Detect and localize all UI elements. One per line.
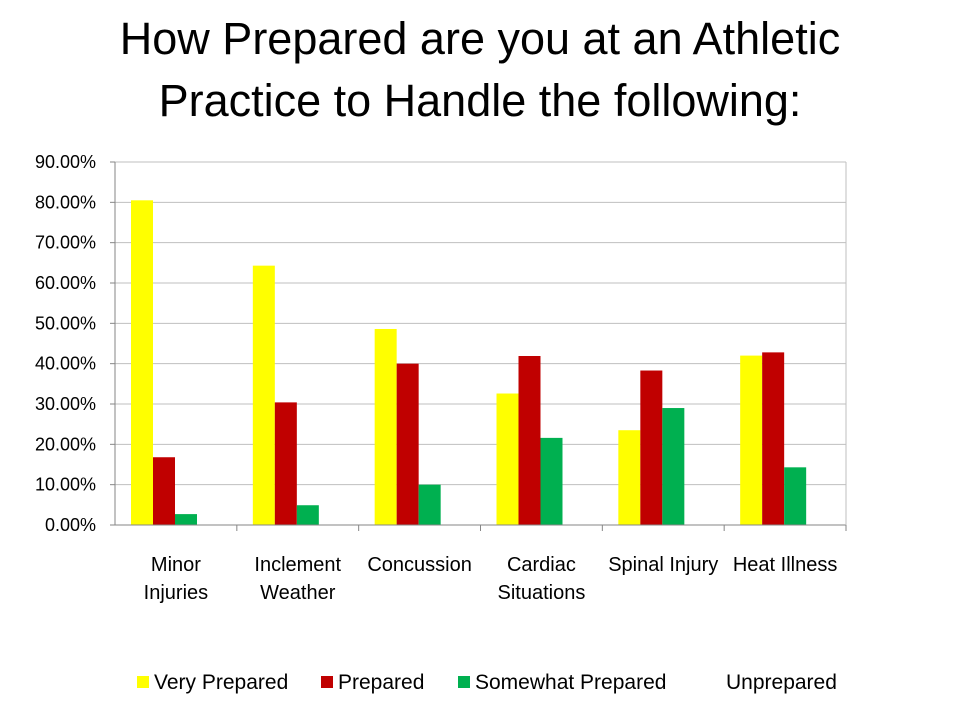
legend-swatch — [137, 676, 149, 688]
legend: Very Prepared Prepared Somewhat Prepared Un… — [137, 671, 837, 694]
bar-very-prepared — [374, 328, 397, 525]
y-tick-label: 90.00% — [35, 152, 96, 172]
bar-prepared — [518, 356, 541, 525]
legend-label: Somewhat Prepared — [475, 671, 666, 694]
x-category-label: Situations — [497, 582, 585, 604]
bar-prepared — [396, 363, 419, 525]
axes — [110, 161, 847, 531]
x-category-label: Inclement — [254, 554, 341, 576]
bar-very-prepared — [618, 430, 641, 525]
legend-label: Prepared — [338, 671, 424, 694]
x-category-label: Minor — [151, 554, 201, 576]
y-tick-label: 50.00% — [35, 313, 96, 333]
y-tick-label: 60.00% — [35, 273, 96, 293]
legend-swatch — [458, 676, 470, 688]
slide-title-line-1: How Prepared are you at an Athletic — [119, 13, 841, 64]
y-tick-label: 30.00% — [35, 394, 96, 414]
x-category-label: Cardiac — [507, 554, 576, 576]
x-category-label: Spinal Injury — [608, 554, 718, 576]
legend-swatch — [321, 676, 333, 688]
y-tick-label: 0.00% — [45, 515, 96, 535]
y-axis-ticks: 0.00% 10.00% 20.00% 30.00% 40.00% 50.00% 60.00… — [35, 152, 96, 535]
y-tick-label: 10.00% — [35, 475, 96, 495]
bar-very-prepared — [252, 265, 275, 525]
y-tick-label: 80.00% — [35, 192, 96, 212]
bar-somewhat-prepared — [540, 437, 563, 525]
slide-title: How Prepared are you at an Athletic Prac… — [0, 8, 960, 132]
bar-prepared — [153, 457, 175, 525]
bar-very-prepared — [740, 355, 763, 525]
gridlines — [115, 161, 846, 486]
y-tick-label: 40.00% — [35, 354, 96, 374]
x-axis-categories: Minor Injuries Inclement Weather Concussion C… — [144, 554, 838, 604]
legend-label: Very Prepared — [154, 671, 288, 694]
bar-somewhat-prepared — [784, 467, 807, 525]
bar-very-prepared — [131, 200, 153, 526]
x-category-label: Concussion — [367, 554, 472, 576]
slide-title-line-2: Practice to Handle the following: — [158, 75, 802, 126]
x-category-label: Weather — [260, 582, 336, 604]
bar-prepared — [762, 352, 785, 525]
x-category-label: Heat Illness — [733, 554, 838, 576]
bars — [131, 200, 807, 526]
bar-prepared — [274, 402, 297, 525]
bar-very-prepared — [496, 393, 519, 525]
bar-somewhat-prepared — [418, 484, 441, 525]
bar-somewhat-prepared — [296, 505, 319, 525]
legend-label: Unprepared — [726, 671, 837, 694]
y-tick-label: 70.00% — [35, 233, 96, 253]
bar-somewhat-prepared — [175, 514, 197, 525]
x-category-label: Injuries — [144, 582, 208, 604]
bar-prepared — [640, 370, 663, 525]
bar-somewhat-prepared — [662, 408, 685, 525]
y-tick-label: 20.00% — [35, 434, 96, 454]
